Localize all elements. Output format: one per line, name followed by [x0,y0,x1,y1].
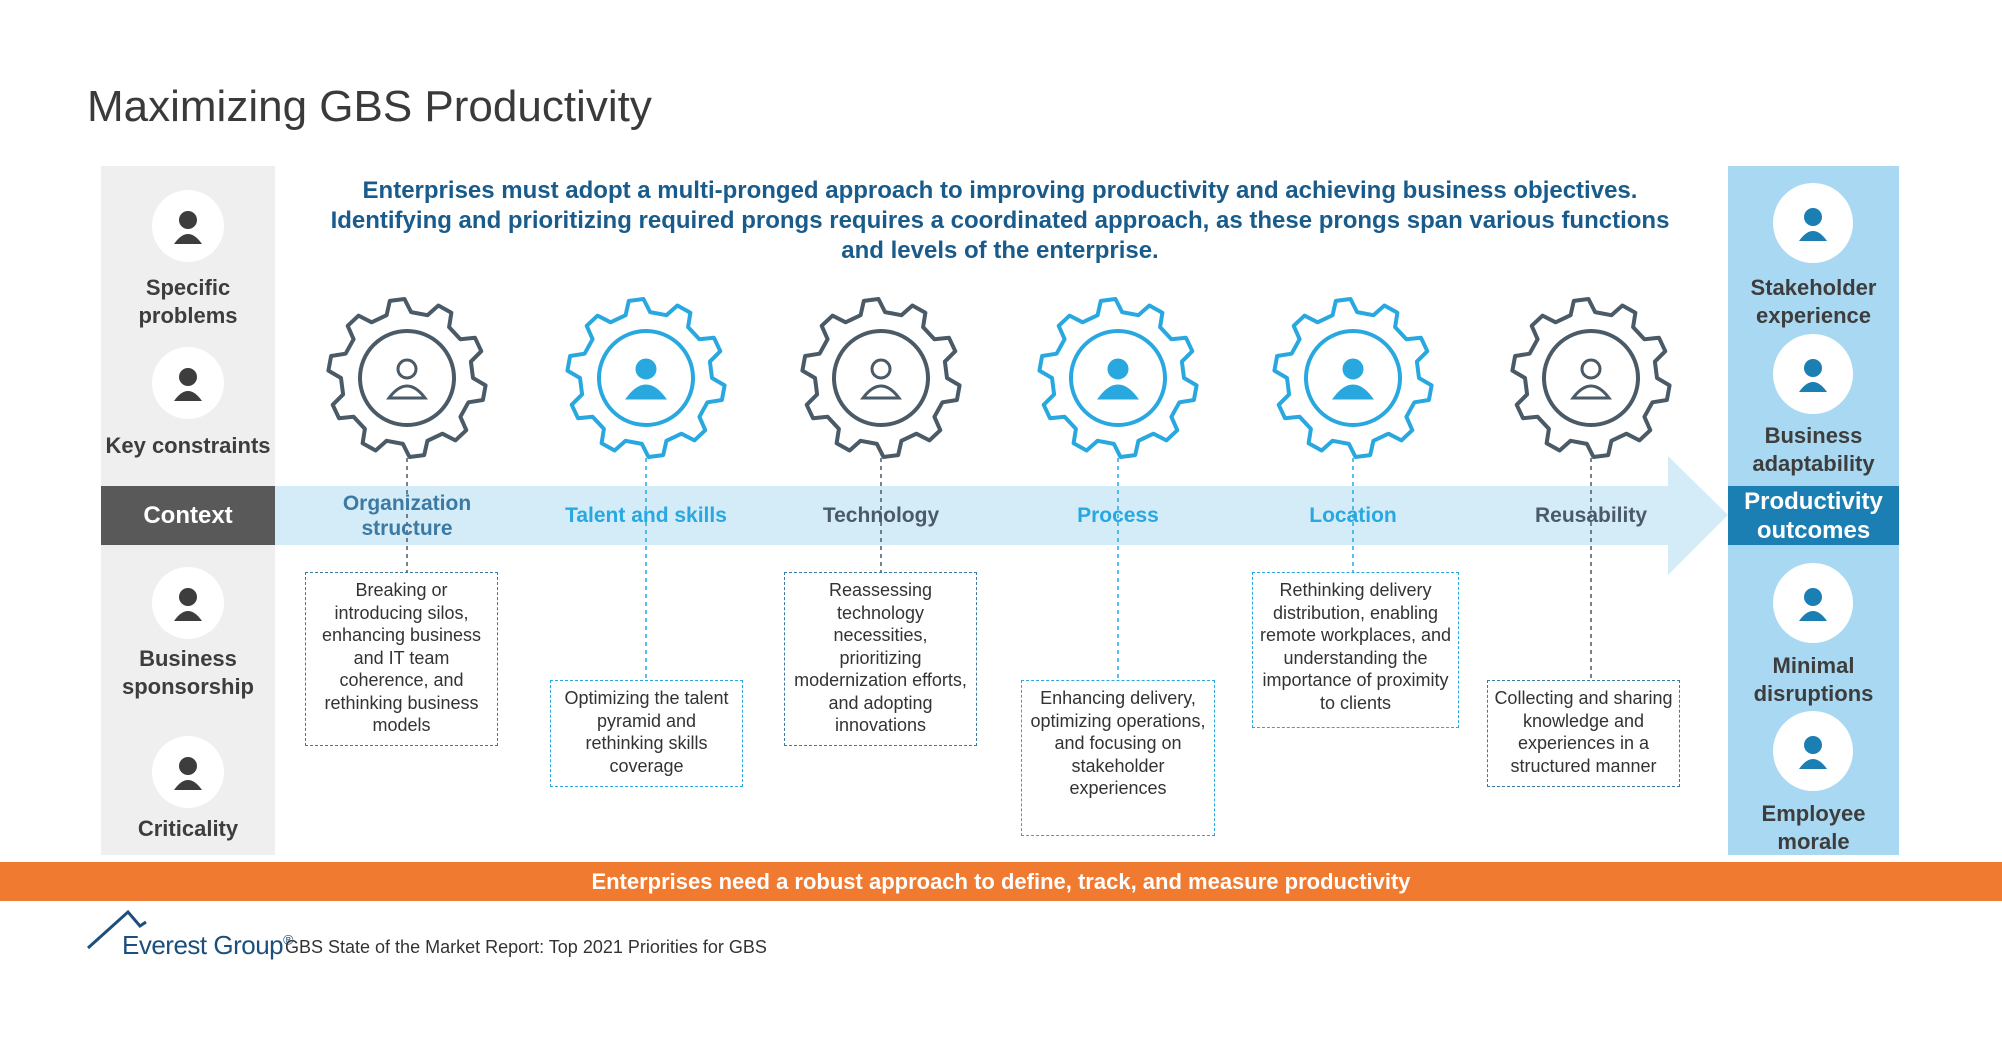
prong-label: Organization structure [342,491,472,540]
prong-description: Reassessing technology necessities, prio… [784,572,977,746]
icon-glyph [1804,208,1822,226]
prong-label: Location [1309,504,1397,527]
icon-glyph [1799,759,1827,769]
context-label: Context [143,502,233,529]
gear-icon [1342,358,1364,380]
outcome-item: Stakeholder experience [1750,275,1877,328]
outcome-item: Minimal disruptions [1753,653,1874,706]
prong-description: Enhancing delivery, optimizing operation… [1021,680,1215,836]
gear-icon [1096,384,1140,400]
icon-glyph [1799,611,1827,621]
icon-glyph [1804,359,1822,377]
icon-glyph [1799,231,1827,241]
icon-glyph [179,757,197,775]
arrow [275,456,1728,575]
outcome-item: Employee morale [1761,801,1866,854]
gear-icon [859,384,903,400]
prong-label: Technology [822,504,940,527]
icon-glyph [174,391,202,401]
prong-label: Talent and skills [565,504,727,527]
brand: Everest Group® [122,930,293,961]
gear-icon [870,358,892,380]
context-band [101,486,275,545]
icon-glyph [174,234,202,244]
prong-description: Rethinking delivery distribution, enabli… [1252,572,1459,728]
context-item: Business sponsorship [121,646,254,699]
outcomes-band [1728,486,1899,545]
banner: Enterprises need a robust approach to de… [591,869,1411,894]
icon-glyph [1804,736,1822,754]
prong-description: Breaking or introducing silos, enhancing… [305,572,498,746]
gear-icon [1107,358,1129,380]
gear-icon [1580,358,1602,380]
icon-glyph [179,368,197,386]
brand-logo [86,909,147,950]
icon-glyph [174,611,202,621]
outcomes-label: Productivity outcomes [1744,487,1883,544]
prong-label: Reusability [1534,504,1648,527]
gears [326,297,1672,680]
brand-name: Everest Group [122,930,284,960]
outcome-item: Business adaptability [1752,423,1875,476]
intro: Enterprises must adopt a multi-pronged a… [330,177,1670,264]
icon-glyph [179,588,197,606]
context-item: Key constraints [105,433,271,458]
gear-icon [1569,384,1613,400]
gear-icon [396,358,418,380]
context-item: Criticality [137,816,239,841]
banner-bar [0,862,2002,901]
prong-description: Optimizing the talent pyramid and rethin… [550,680,743,787]
prong-label: Process [1077,504,1159,527]
title: Maximizing GBS Productivity [87,82,652,131]
icon-glyph [1804,588,1822,606]
brand-mark: ® [283,931,293,948]
prong-description: Collecting and sharing knowledge and exp… [1487,680,1680,787]
side-icons [152,183,1853,808]
icon-glyph [179,211,197,229]
gear-icon [1331,384,1375,400]
icon-glyph [174,780,202,790]
gear-icon [635,358,657,380]
gear-icon [624,384,668,400]
gear-icon [385,384,429,400]
source: GBS State of the Market Report: Top 2021… [285,937,767,957]
context-item: Specific problems [138,275,238,328]
icon-glyph [1799,382,1827,392]
